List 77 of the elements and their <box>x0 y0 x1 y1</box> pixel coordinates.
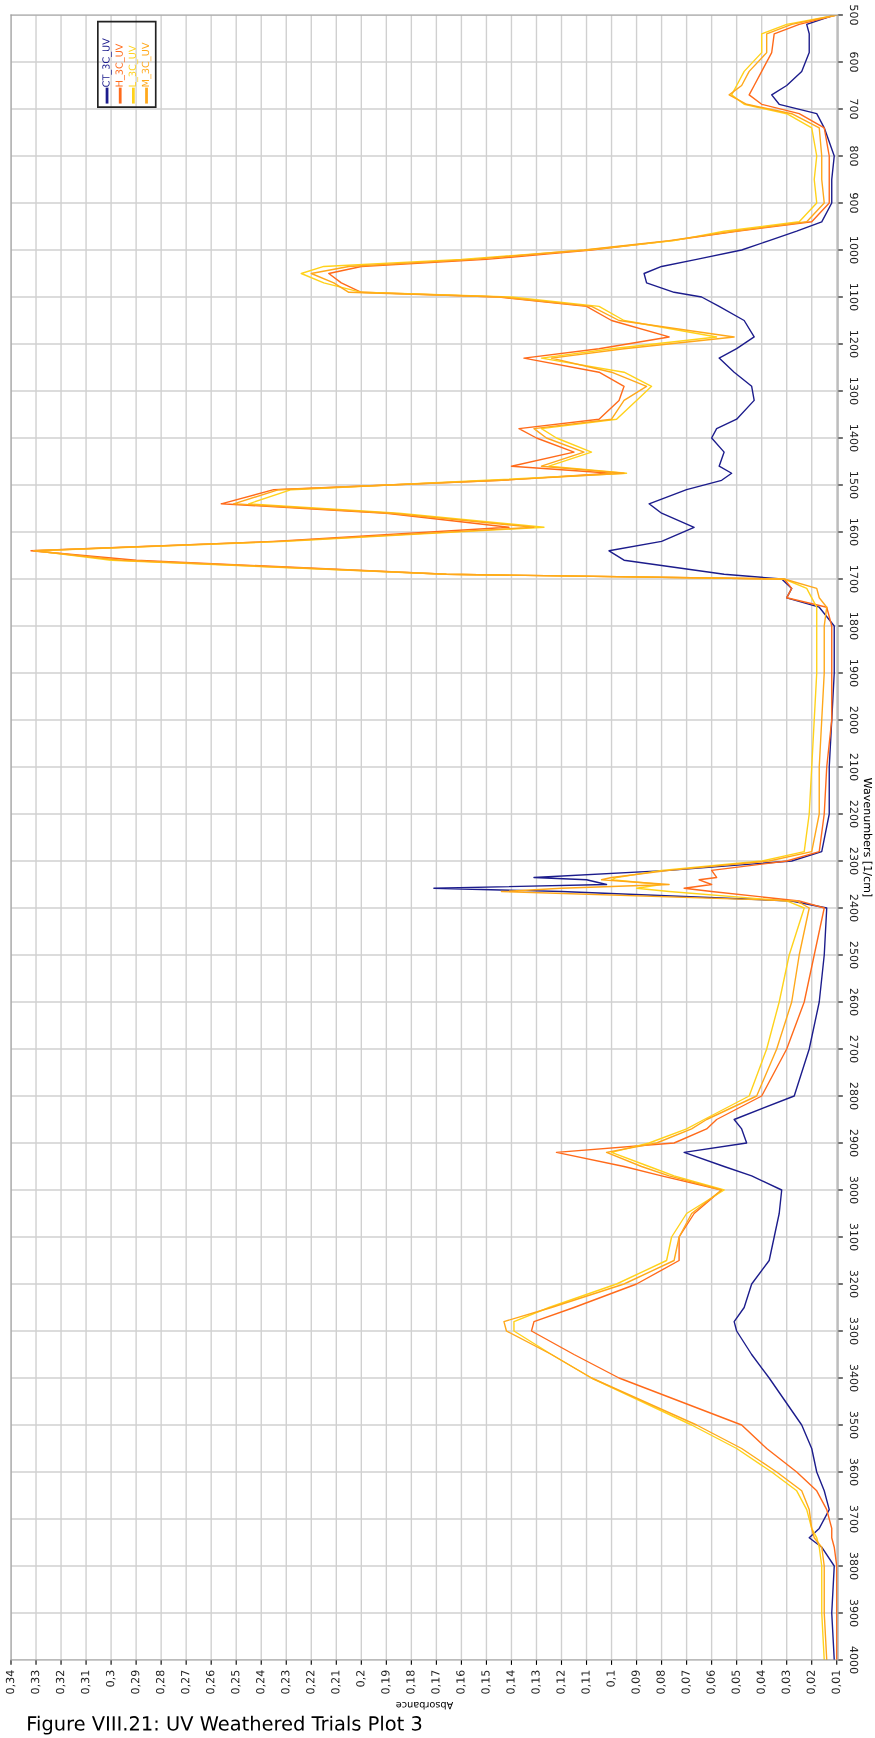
x-tick-label: 0,1 <box>606 1670 616 1687</box>
x-tick-label: 0,33 <box>30 1670 41 1694</box>
text: H_3C_UV <box>115 43 125 87</box>
x-tick-label: 0,24 <box>256 1670 266 1694</box>
text: L_3C_UV <box>128 45 139 87</box>
y-tick-label: 3300 <box>849 1317 859 1345</box>
x-tick-label: 0,17 <box>431 1670 441 1694</box>
x-tick-label: 0,27 <box>180 1670 191 1694</box>
x-tick-label: 0,05 <box>731 1670 742 1694</box>
x-tick-label: 0,03 <box>781 1670 792 1694</box>
y-tick-label: 2800 <box>849 1082 859 1110</box>
y-tick-label: 2300 <box>849 847 859 875</box>
y-tick-label: 1500 <box>849 472 859 499</box>
x-tick-label: 0,3 <box>105 1670 116 1687</box>
x-tick-label: 0,19 <box>381 1670 391 1694</box>
y-axis-title: Wavenumbers [1/cm] <box>862 778 873 897</box>
x-tick-label: 0,15 <box>481 1670 491 1694</box>
x-tick-label: 0,06 <box>706 1670 716 1694</box>
y-tick-label: 2600 <box>849 988 859 1016</box>
y-tick-label: 4000 <box>849 1646 859 1674</box>
y-tick-label: 1300 <box>849 378 859 405</box>
y-tick-label: 3700 <box>849 1505 859 1533</box>
y-tick-label: 1000 <box>849 237 859 264</box>
x-tick-label: 0,21 <box>331 1670 341 1694</box>
y-tick-label: 2200 <box>849 800 859 828</box>
y-tick-label: 1900 <box>849 660 859 687</box>
y-tick-label: 1100 <box>849 284 859 311</box>
x-tick-label: 0,16 <box>456 1670 466 1694</box>
x-tick-label: 0,31 <box>80 1670 91 1694</box>
y-tick-label: 1800 <box>849 613 859 640</box>
y-tick-label: 900 <box>849 193 859 213</box>
text: M_3C_UV <box>141 42 152 87</box>
x-tick-label: 0,09 <box>631 1670 641 1694</box>
y-tick-label: 700 <box>849 99 859 119</box>
text: CT_3C_UV <box>102 38 112 87</box>
x-tick-label: 0,01 <box>831 1670 842 1694</box>
x-tick-label: 0,18 <box>406 1670 416 1694</box>
x-axis-title: Absorbance <box>396 1701 454 1710</box>
x-tick-label: 0,13 <box>531 1670 541 1694</box>
y-tick-label: 3200 <box>849 1270 859 1298</box>
y-tick-label: 3100 <box>849 1223 859 1251</box>
y-tick-label: 600 <box>849 52 859 72</box>
y-tick-label: 1600 <box>849 519 859 546</box>
x-tick-label: 0,28 <box>155 1670 166 1694</box>
y-tick-label: 3400 <box>849 1364 859 1392</box>
x-tick-label: 0,25 <box>231 1670 241 1694</box>
x-tick-label: 0,11 <box>581 1670 591 1694</box>
y-tick-label: 2500 <box>849 941 859 969</box>
y-tick-label: 3600 <box>849 1458 859 1486</box>
y-tick-label: 3800 <box>849 1552 859 1580</box>
x-tick-label: 0,26 <box>206 1670 216 1694</box>
y-tick-label: 500 <box>849 5 859 25</box>
y-tick-label: 3000 <box>849 1176 859 1204</box>
x-tick-label: 0,07 <box>681 1670 691 1694</box>
x-tick-label: 0,12 <box>556 1670 566 1694</box>
x-tick-label: 0,22 <box>306 1670 316 1694</box>
y-tick-label: 2700 <box>849 1035 859 1063</box>
y-tick-label: 2100 <box>849 753 859 781</box>
y-tick-label: 800 <box>849 146 859 166</box>
text: Figure VIII.21: UV Weathered Trials Plot 3 <box>28 1715 422 1735</box>
y-tick-label: 2900 <box>849 1129 859 1157</box>
x-tick-label: 0,02 <box>806 1670 817 1694</box>
x-tick-label: 0,34 <box>5 1670 16 1694</box>
y-tick-label: 3900 <box>849 1599 859 1627</box>
x-tick-label: 0,08 <box>656 1670 666 1694</box>
x-tick-label: 0,14 <box>506 1670 516 1694</box>
x-tick-label: 0,32 <box>55 1670 66 1694</box>
y-tick-label: 1400 <box>849 425 859 452</box>
y-tick-label: 3500 <box>849 1411 859 1439</box>
x-tick-label: 0,2 <box>356 1670 366 1687</box>
y-tick-label: 1700 <box>849 566 859 593</box>
x-tick-label: 0,04 <box>756 1670 767 1694</box>
x-tick-label: 0,29 <box>130 1670 141 1694</box>
y-tick-label: 2400 <box>849 894 859 922</box>
y-tick-label: 2000 <box>849 706 859 734</box>
x-tick-label: 0,23 <box>281 1670 291 1694</box>
y-tick-label: 1200 <box>849 331 859 358</box>
